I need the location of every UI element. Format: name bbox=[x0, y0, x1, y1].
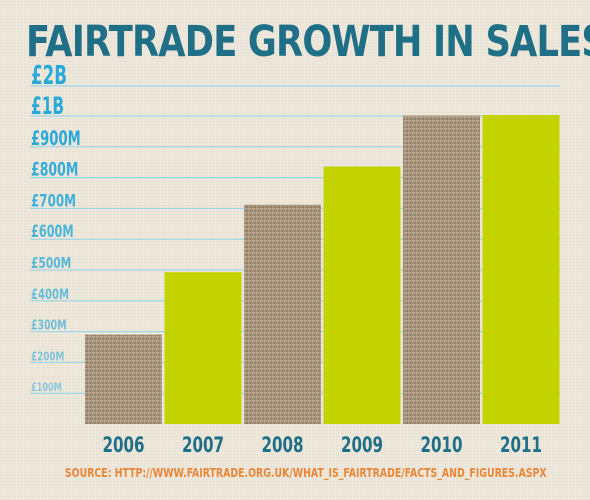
x-category-label: 2006 bbox=[103, 433, 145, 457]
bar-2006 bbox=[85, 334, 162, 424]
y-tick-label: £100M bbox=[31, 380, 62, 394]
bar-2009 bbox=[323, 166, 401, 424]
y-axis-tick-labels: £100M £200M £300M £400M £500M £600M £700M £800M… bbox=[31, 61, 81, 394]
bars bbox=[85, 115, 560, 425]
x-category-label: 2007 bbox=[182, 433, 224, 457]
x-category-label: 2010 bbox=[421, 433, 463, 457]
y-tick-label: £900M bbox=[31, 127, 81, 150]
y-tick-label: £600M bbox=[31, 222, 74, 241]
y-tick-label: £200M bbox=[31, 349, 64, 364]
y-tick-label: £500M bbox=[31, 254, 71, 272]
y-tick-label: £2B bbox=[31, 61, 67, 91]
bar-2010 bbox=[403, 115, 480, 425]
bar-2008 bbox=[244, 204, 321, 424]
x-category-label: 2011 bbox=[500, 433, 542, 457]
y-tick-label: £300M bbox=[31, 318, 67, 334]
y-tick-label: £800M bbox=[31, 160, 78, 181]
y-tick-label: £1B bbox=[31, 92, 64, 120]
bar-2011 bbox=[482, 115, 560, 424]
x-axis-category-labels: 2006 2007 2008 2009 2010 2011 bbox=[103, 433, 543, 457]
y-tick-label: £400M bbox=[31, 286, 69, 303]
bar-2007 bbox=[164, 272, 242, 424]
y-tick-label: £700M bbox=[31, 191, 76, 211]
source-citation: SOURCE: HTTP://WWW.FAIRTRADE.ORG.UK/WHAT… bbox=[64, 466, 547, 480]
x-category-label: 2008 bbox=[262, 433, 304, 457]
x-category-label: 2009 bbox=[341, 433, 383, 457]
